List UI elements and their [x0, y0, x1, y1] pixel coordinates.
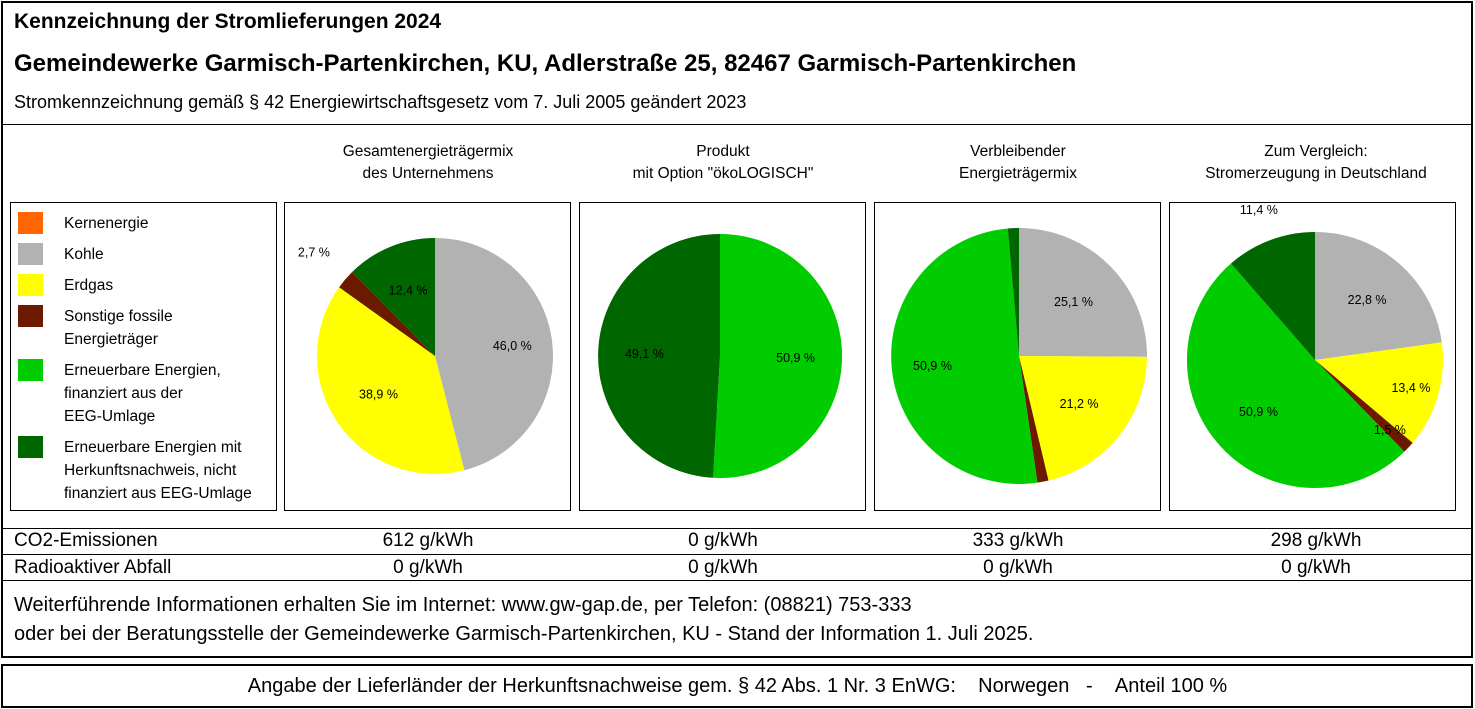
pie-slice [1315, 342, 1444, 443]
pie-slice [435, 238, 553, 471]
table-divider-bottom [1, 580, 1473, 581]
supplier-countries: Angabe der Lieferländer der Herkunftsnac… [0, 675, 1475, 698]
pie-slice [1019, 228, 1148, 357]
chart-title-line: des Unternehmens [362, 165, 494, 182]
legend: Kernenergie Kohle Erdgas Sonstige fossil… [10, 202, 277, 511]
pie-slice [1315, 232, 1442, 360]
pie-slice-label: 11,4 % [1240, 203, 1278, 217]
pie-slice-label: 25,1 % [1054, 295, 1093, 309]
pie-slice-label: 49,1 % [625, 347, 664, 361]
pie-slice [1019, 356, 1049, 483]
pie-chart-residual-mix: 25,1 %21,2 %1,4 %50,9 %1,4 % [874, 202, 1161, 511]
pie-slice-label: 22,8 % [1348, 293, 1387, 307]
pie-chart-germany: 22,8 % 13,4 % 1,5 % 50,9 % 11,4 % [1169, 202, 1456, 511]
waste-label: Radioaktiver Abfall [14, 557, 172, 578]
document-subtitle: Stromkennzeichnung gemäß § 42 Energiewir… [14, 92, 747, 112]
pie-slice [1315, 360, 1413, 452]
pie-svg: 50,9 % 49,1 % [598, 233, 843, 478]
pie-slice [1230, 232, 1315, 360]
company-heading: Gemeindewerke Garmisch-Partenkirchen, KU… [14, 50, 1077, 77]
waste-value: 0 g/kWh [983, 557, 1053, 578]
pie-svg: 46,0 % 38,9 % 2,7 % 12,4 % [298, 238, 553, 474]
pie-slice-label: 50,9 % [913, 359, 952, 373]
chart-title-line: Zum Vergleich: [1264, 143, 1368, 160]
supplier-share: Anteil 100 % [1114, 675, 1228, 697]
pie-slice-label: 50,9 % [1239, 405, 1278, 419]
pie-chart-product: 50,9 % 49,1 % [579, 202, 866, 511]
supplier-frame [1, 664, 1473, 708]
co2-value: 0 g/kWh [688, 530, 758, 551]
info-line-1: Weiterführende Informationen erhalten Si… [14, 594, 912, 616]
pie-slice [713, 233, 843, 478]
chart-title-line: Energieträgermix [958, 165, 1078, 182]
chart-title-germany: Zum Vergleich: Stromerzeugung in Deutschl… [1172, 141, 1460, 185]
pie-slice-label: 12,4 % [389, 284, 428, 298]
chart-title-residual-mix: Verbleibender Energieträgermix [874, 141, 1162, 185]
legend-label: Erdgas [64, 277, 114, 294]
chart-title-line: Stromerzeugung in Deutschland [1205, 165, 1427, 182]
pie-slice [352, 238, 435, 356]
pie-slice-label: 13,4 % [1391, 381, 1430, 395]
waste-value: 0 g/kWh [393, 557, 463, 578]
pie-slice [1019, 356, 1147, 481]
pie-slice [598, 234, 720, 478]
pie-slice-label: 21,2 % [1060, 397, 1099, 411]
pie-slice [339, 272, 435, 356]
pie-slice [891, 228, 1038, 484]
pie-svg: 25,1 %21,2 %1,4 %50,9 %1,4 % [891, 227, 1148, 484]
pie-slice-label: 2,7 % [298, 246, 330, 260]
co2-label: CO2-Emissionen [14, 530, 158, 551]
pie-slice-label: 50,9 % [776, 351, 815, 365]
chart-title-company-mix: Gesamtenergieträgermix des Unternehmens [284, 141, 572, 185]
chart-title-line: Verbleibender [970, 143, 1066, 160]
legend-swatch [18, 274, 43, 296]
legend-swatch [18, 212, 43, 234]
legend-label: Erneuerbare Energien, finanziert aus der… [64, 362, 221, 425]
legend-label: Sonstige fossile Energieträger [64, 308, 173, 348]
pie-slice [1007, 227, 1019, 356]
legend-label: Kohle [64, 246, 104, 263]
document-title: Kennzeichnung der Stromlieferungen 2024 [14, 10, 442, 33]
waste-value: 0 g/kWh [1281, 557, 1351, 578]
chart-title-product: Produkt mit Option "ökoLOGISCH" [579, 141, 867, 185]
pie-slice-label: 38,9 % [359, 388, 398, 402]
legend-swatch [18, 243, 43, 265]
pie-svg: 22,8 % 13,4 % 1,5 % 50,9 % 11,4 % [1186, 203, 1444, 489]
co2-value: 298 g/kWh [1270, 530, 1362, 551]
legend-swatch [18, 436, 43, 458]
chart-title-line: Produkt [696, 143, 750, 160]
co2-value: 333 g/kWh [972, 530, 1064, 551]
supplier-country: Norwegen [978, 675, 1070, 697]
legend-label: Kernenergie [64, 215, 149, 232]
waste-value: 0 g/kWh [688, 557, 758, 578]
legend-swatch [18, 359, 43, 381]
header-divider [1, 124, 1473, 125]
pie-slice [1186, 263, 1405, 489]
main-frame [1, 1, 1473, 658]
pie-slice-label: 1,5 % [1374, 423, 1406, 437]
table-divider-middle [1, 554, 1473, 555]
table-divider-top [1, 528, 1473, 529]
pie-slice-label: 46,0 % [493, 339, 532, 353]
legend-swatch [18, 305, 43, 327]
pie-chart-company-mix: 46,0 % 38,9 % 2,7 % 12,4 % [284, 202, 571, 511]
supplier-text: Angabe der Lieferländer der Herkunftsnac… [247, 675, 956, 697]
co2-value: 612 g/kWh [382, 530, 474, 551]
chart-title-line: Gesamtenergieträgermix [342, 143, 514, 160]
supplier-separator: - [1086, 675, 1093, 697]
legend-label: Erneuerbare Energien mit Herkunftsnachwe… [64, 439, 252, 502]
info-line-2: oder bei der Beratungsstelle der Gemeind… [14, 623, 1034, 645]
chart-title-line: mit Option "ökoLOGISCH" [632, 165, 814, 182]
pie-slice [316, 287, 465, 474]
